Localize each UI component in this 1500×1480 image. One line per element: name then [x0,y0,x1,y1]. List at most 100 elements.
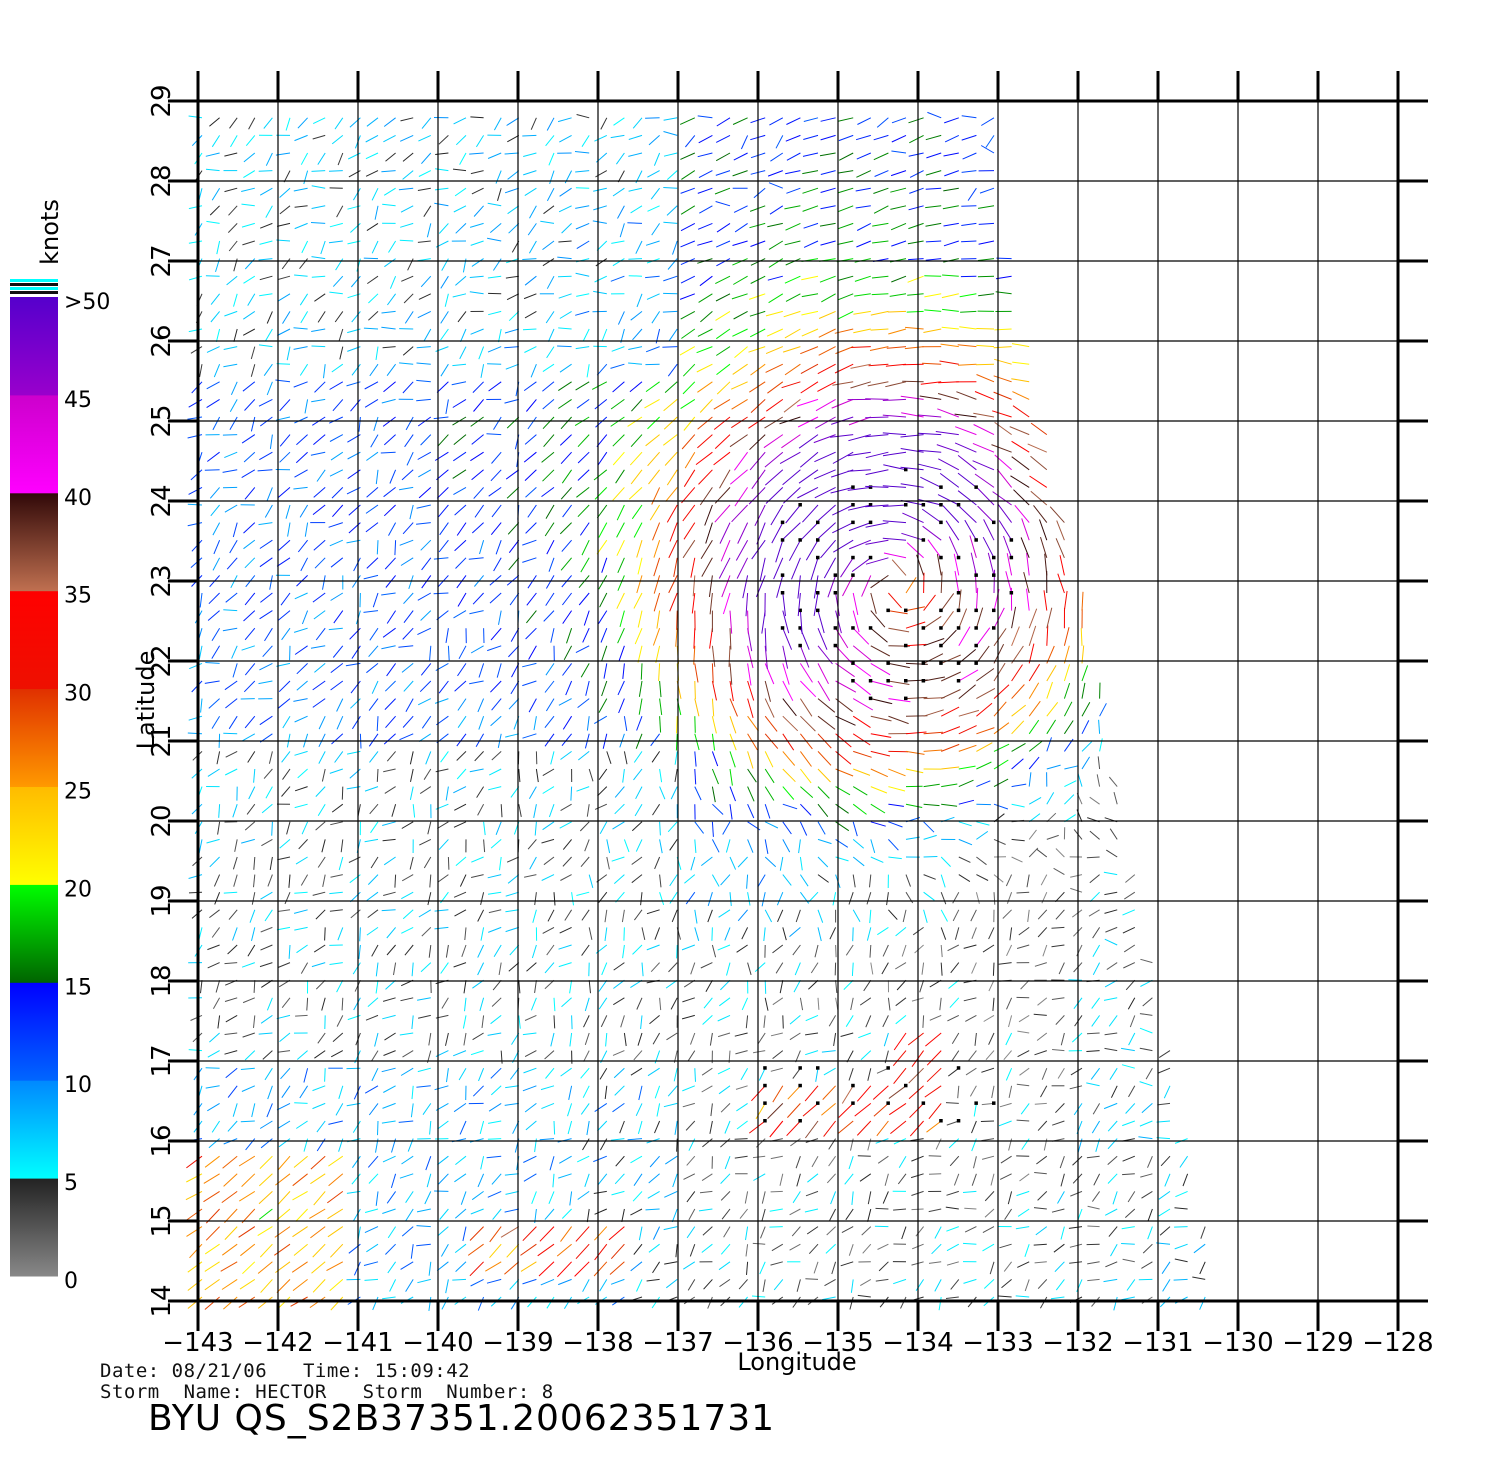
wind-vector [1051,1208,1065,1213]
wind-vector [401,275,414,282]
wind-vector [686,1155,696,1166]
wind-vector [715,293,731,302]
wind-vector [855,205,871,209]
wind-vector [926,1067,942,1083]
wind-vector [845,944,854,956]
wind-vector [260,1014,273,1024]
wind-vector [488,310,502,316]
rain-flag [798,1066,802,1070]
wind-vector [891,559,907,576]
wind-vector [348,856,361,863]
wind-vector [958,779,974,788]
wind-vector [409,786,414,801]
wind-vector [472,1085,484,1097]
wind-vector [803,240,819,248]
wind-vector [797,486,819,499]
wind-vector [1103,997,1118,1001]
wind-vector [433,557,449,560]
wind-vector [258,522,273,526]
wind-vector [385,979,396,990]
wind-vector [350,680,361,694]
wind-vector [711,874,720,887]
wind-vector [922,525,942,541]
wind-vector [328,416,344,424]
wind-vector [694,839,697,853]
wind-vector [851,557,872,573]
wind-vector [715,201,731,207]
rain-flag [798,626,802,630]
wind-vector [786,152,801,161]
wind-vector [279,187,291,198]
wind-vector [500,1226,520,1238]
wind-vector [943,222,959,227]
wind-vector [310,1173,326,1185]
wind-vector [908,258,924,261]
wind-vector [923,874,936,880]
wind-vector [210,293,220,305]
wind-vector [560,451,572,465]
y-tick-label: 24 [147,484,177,517]
wind-vector [1140,958,1153,964]
wind-vector [341,997,344,1011]
wind-vector [548,1191,555,1204]
wind-vector [471,522,484,534]
wind-vector [873,205,889,214]
wind-vector [601,557,608,573]
wind-vector [389,469,397,484]
wind-vector [905,643,927,647]
wind-vector [619,610,625,628]
wind-vector [522,680,537,687]
wind-vector [934,1279,942,1292]
wind-vector [542,416,555,430]
wind-vector [779,1173,784,1186]
wind-vector [575,1226,590,1242]
wind-vector [974,391,995,400]
wind-vector [659,698,663,715]
wind-vector [571,1015,573,1030]
wind-vector [638,1085,643,1101]
wind-vector [263,117,273,129]
rain-flag [851,661,855,665]
wind-vector [584,1032,590,1046]
wind-vector [205,1085,220,1089]
wind-vector [672,240,678,255]
wind-vector [547,909,555,922]
wind-vector [349,891,361,903]
wind-vector [764,786,775,801]
wind-vector [327,1208,344,1220]
wind-vector [835,662,855,678]
wind-vector [808,1243,819,1255]
wind-vector [1026,874,1030,888]
wind-vector [439,522,449,536]
wind-vector [223,1173,238,1187]
wind-vector [993,778,1009,788]
wind-vector [622,663,625,679]
wind-vector [646,944,660,951]
wind-vector [945,1102,959,1104]
wind-vector [383,504,396,517]
wind-vector [266,487,273,501]
wind-vector [1005,1068,1013,1081]
wind-vector [504,1261,520,1275]
wind-vector [594,275,608,283]
wind-vector [837,222,854,230]
wind-vector [492,1208,502,1220]
wind-vector [667,363,678,377]
wind-vector [799,663,813,683]
wind-vector [653,557,661,577]
wind-vector [613,1067,625,1079]
wind-vector [506,1243,520,1258]
wind-vector [799,997,804,1011]
wind-vector [882,944,889,957]
wind-vector [575,222,590,230]
wind-vector [922,1015,925,1028]
wind-vector [764,715,778,732]
wind-vector [993,662,1006,682]
wind-vector [659,786,666,800]
wind-vector [187,522,203,527]
colorbar-label: 15 [64,975,92,1000]
wind-vector [533,716,537,731]
wind-vector [1034,1261,1047,1264]
wind-vector [293,486,308,490]
wind-vector [1125,874,1136,883]
